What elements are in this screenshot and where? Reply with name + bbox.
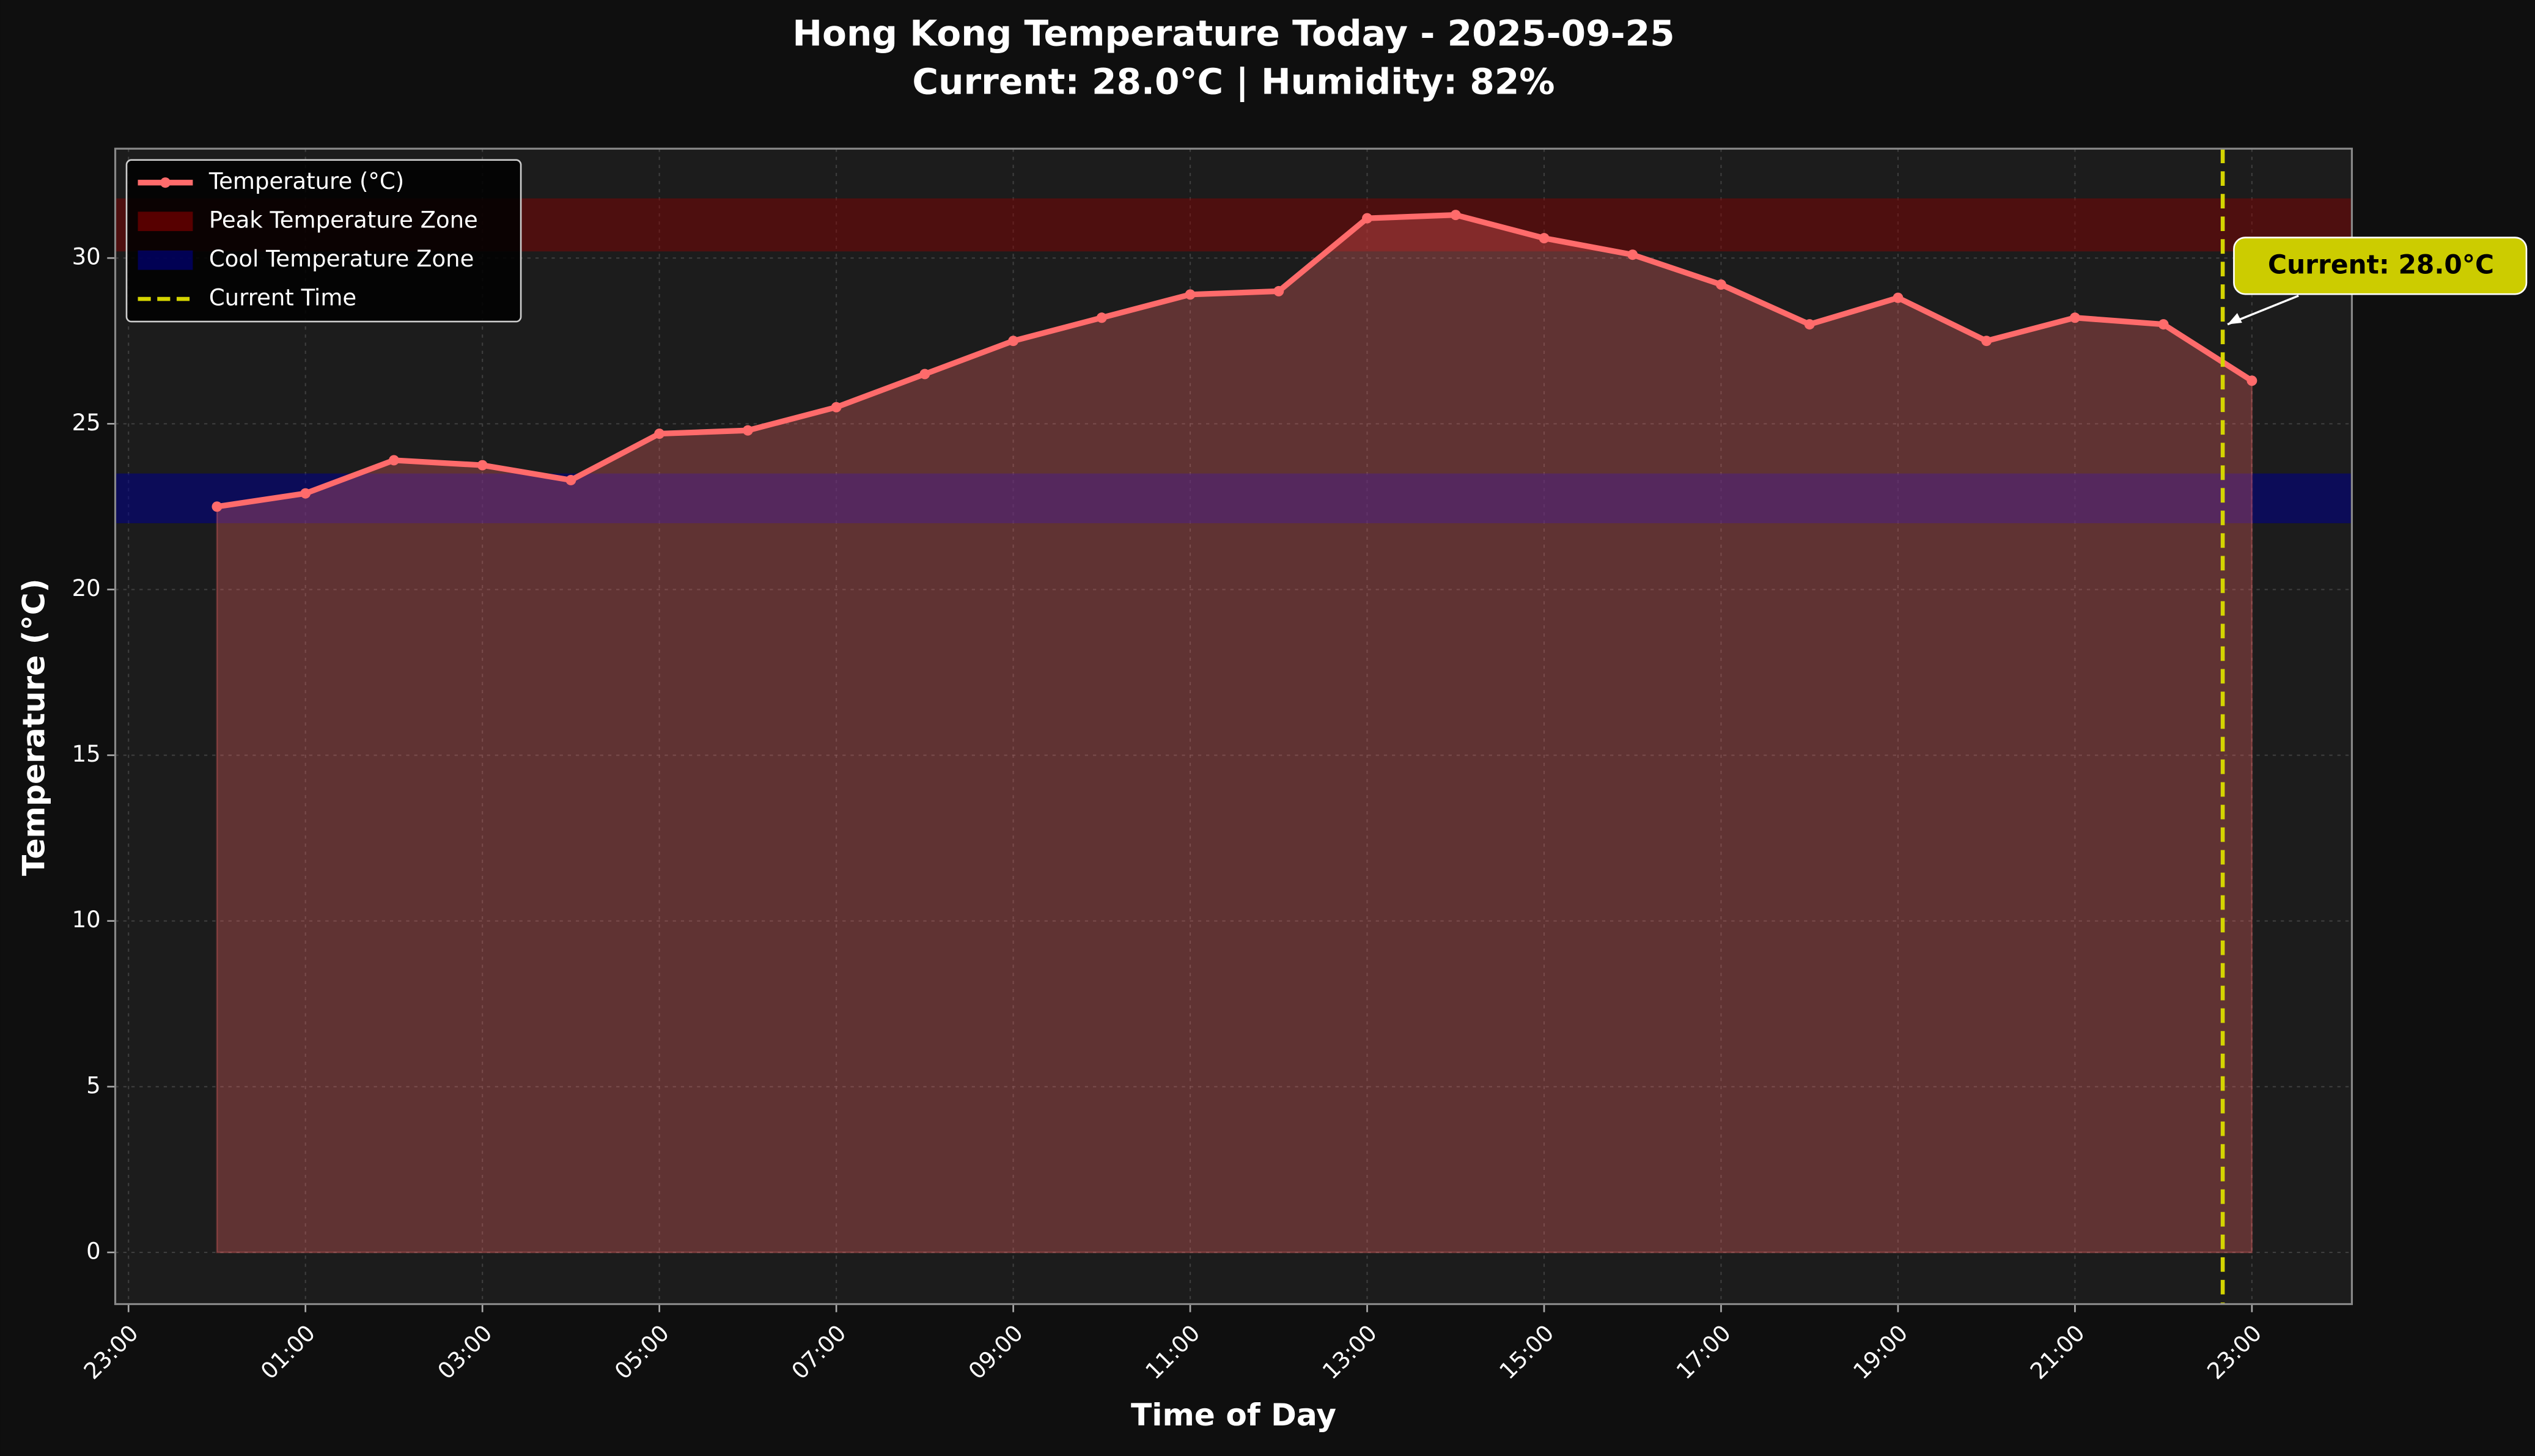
point bbox=[831, 402, 842, 413]
annotation-arrowhead bbox=[2228, 313, 2242, 325]
point bbox=[1008, 336, 1019, 347]
point bbox=[388, 455, 399, 466]
temperature-zone bbox=[115, 473, 2352, 523]
legend-marker bbox=[160, 177, 171, 188]
point bbox=[2069, 312, 2080, 323]
legend-label: Peak Temperature Zone bbox=[209, 207, 478, 233]
legend-swatch bbox=[138, 250, 193, 270]
point bbox=[742, 425, 753, 436]
y-tick-label: 10 bbox=[72, 906, 101, 933]
y-axis-label: Temperature (°C) bbox=[15, 578, 51, 876]
point bbox=[1893, 292, 1904, 303]
legend-label: Cool Temperature Zone bbox=[209, 246, 474, 272]
plot-area bbox=[115, 149, 2352, 1304]
annotation-text: Current: 28.0°C bbox=[2268, 250, 2494, 280]
point bbox=[477, 460, 488, 471]
y-tick-label: 20 bbox=[72, 575, 101, 601]
point bbox=[1096, 312, 1107, 323]
point bbox=[1627, 249, 1638, 260]
point bbox=[919, 369, 930, 380]
legend-swatch bbox=[138, 211, 193, 232]
point bbox=[1804, 319, 1815, 330]
point bbox=[1981, 336, 1992, 347]
point bbox=[1273, 285, 1284, 296]
x-axis-label: Time of Day bbox=[1131, 1397, 1336, 1433]
point bbox=[1362, 213, 1372, 224]
point bbox=[1539, 233, 1550, 244]
annotation-box bbox=[2233, 237, 2528, 295]
axes-frame bbox=[114, 147, 2353, 1306]
point bbox=[1185, 289, 1196, 300]
y-tick-label: 25 bbox=[72, 410, 101, 436]
y-tick-label: 15 bbox=[72, 741, 101, 767]
point bbox=[2246, 375, 2257, 386]
y-tick-label: 0 bbox=[86, 1238, 101, 1264]
y-tick-label: 30 bbox=[72, 244, 101, 270]
legend-label: Current Time bbox=[209, 285, 356, 311]
point bbox=[2158, 319, 2169, 330]
point bbox=[654, 428, 665, 439]
chart-subtitle: Current: 28.0°C | Humidity: 82% bbox=[912, 61, 1554, 103]
point bbox=[300, 488, 311, 499]
point bbox=[1716, 279, 1726, 290]
line bbox=[216, 212, 2254, 510]
legend-box bbox=[125, 159, 522, 323]
point bbox=[565, 475, 576, 485]
legend-label: Temperature (°C) bbox=[208, 168, 404, 194]
point bbox=[212, 501, 223, 512]
point bbox=[1450, 210, 1461, 221]
chart-title: Hong Kong Temperature Today - 2025-09-25 bbox=[792, 12, 1674, 54]
y-tick-label: 5 bbox=[86, 1072, 101, 1098]
